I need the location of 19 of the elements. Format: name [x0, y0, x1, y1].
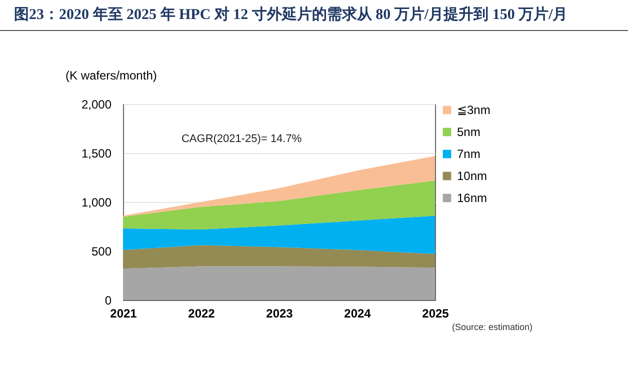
y-tick-label: 500	[91, 244, 112, 258]
x-tick-label: 2021	[110, 306, 138, 320]
x-tick-label: 2023	[266, 306, 294, 320]
x-tick-label: 2025	[422, 306, 450, 320]
legend-label: 16nm	[457, 191, 488, 205]
text: (Source: estimation)	[452, 322, 533, 332]
legend-label: 7nm	[457, 147, 480, 161]
x-tick-label: 2024	[344, 306, 372, 320]
y-tick-label: 1,500	[81, 146, 112, 160]
legend-label: 5nm	[457, 125, 480, 139]
chart-title: 图23：2020 年至 2025 年 HPC 对 12 寸外延片的需求从 80 万片/月提升到 150 万片/月	[0, 0, 628, 31]
annotation: CAGR(2021-25)= 14.7%	[181, 133, 302, 145]
x-tick-label: 2022	[188, 306, 216, 320]
legend-label: 10nm	[457, 169, 488, 183]
y-axis-title: (K wafers/month)	[66, 68, 157, 82]
y-tick-label: 1,000	[81, 196, 112, 210]
legend-label: ≦3nm	[457, 103, 490, 117]
y-tick-label: 2,000	[81, 98, 112, 112]
y-tick-label: 0	[104, 294, 112, 308]
